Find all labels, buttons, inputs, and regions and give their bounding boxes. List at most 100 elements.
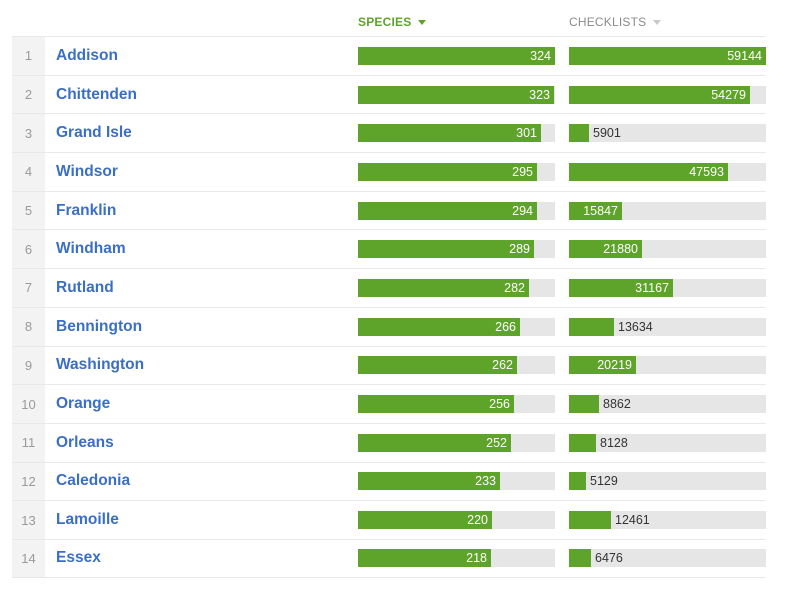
table-row: 8 Bennington 266 13634 bbox=[12, 306, 766, 346]
species-bar-fill bbox=[358, 240, 534, 259]
species-value: 289 bbox=[509, 242, 530, 257]
row-rank: 3 bbox=[12, 114, 45, 153]
county-link[interactable]: Windsor bbox=[56, 162, 118, 180]
table-row: 6 Windham 289 21880 bbox=[12, 229, 766, 269]
county-link[interactable]: Lamoille bbox=[56, 511, 119, 529]
species-bar-fill bbox=[358, 201, 537, 220]
table-row: 7 Rutland 282 31167 bbox=[12, 268, 766, 307]
table-body: 1 Addison 324 59144 2 Chittenden 323 54279 3 Gran… bbox=[12, 36, 766, 578]
species-bar: 233 bbox=[358, 472, 555, 491]
species-value: 256 bbox=[489, 397, 510, 412]
checklists-bar: 8862 bbox=[569, 395, 766, 414]
checklists-bar: 8128 bbox=[569, 433, 766, 452]
checklists-bar-fill bbox=[569, 549, 591, 568]
checklists-value: 5901 bbox=[593, 126, 621, 141]
species-bar-fill bbox=[358, 46, 555, 65]
checklists-bar: 47593 bbox=[569, 162, 766, 181]
county-link[interactable]: Washington bbox=[56, 356, 145, 374]
species-bar: 295 bbox=[358, 162, 555, 181]
species-bar: 256 bbox=[358, 395, 555, 414]
checklists-bar: 59144 bbox=[569, 46, 766, 65]
table-row: 5 Franklin 294 15847 bbox=[12, 190, 766, 230]
checklists-bar: 12461 bbox=[569, 511, 766, 530]
checklists-value: 6476 bbox=[595, 551, 623, 566]
checklists-value: 12461 bbox=[615, 513, 650, 528]
row-rank: 9 bbox=[12, 346, 45, 385]
species-bar-fill bbox=[358, 472, 500, 491]
checklists-value: 20219 bbox=[597, 358, 632, 373]
species-bar: 282 bbox=[358, 278, 555, 297]
row-rank: 6 bbox=[12, 230, 45, 269]
species-value: 252 bbox=[486, 435, 507, 450]
checklists-bar-fill bbox=[569, 356, 636, 375]
table-row: 13 Lamoille 220 12461 bbox=[12, 500, 766, 539]
table-header: SPECIES CHECKLISTS bbox=[0, 0, 786, 36]
species-sort-header[interactable]: SPECIES bbox=[358, 15, 427, 29]
county-link[interactable]: Bennington bbox=[56, 317, 143, 335]
county-link[interactable]: Caledonia bbox=[56, 472, 131, 490]
county-link[interactable]: Essex bbox=[56, 549, 101, 567]
species-bar-fill bbox=[358, 162, 537, 181]
row-rank: 8 bbox=[12, 307, 45, 346]
species-bar: 266 bbox=[358, 317, 555, 336]
county-link[interactable]: Orleans bbox=[56, 433, 114, 451]
checklists-value: 5129 bbox=[590, 474, 618, 489]
row-rank: 12 bbox=[12, 462, 45, 501]
checklists-bar: 5129 bbox=[569, 472, 766, 491]
checklists-bar: 31167 bbox=[569, 278, 766, 297]
checklists-bar-fill bbox=[569, 472, 586, 491]
species-bar-fill bbox=[358, 433, 511, 452]
checklists-value: 21880 bbox=[603, 242, 638, 257]
county-link[interactable]: Rutland bbox=[56, 278, 114, 296]
species-bar: 323 bbox=[358, 85, 555, 104]
species-bar-fill bbox=[358, 356, 517, 375]
sort-caret-down-icon bbox=[418, 20, 427, 25]
checklists-bar-fill bbox=[569, 85, 750, 104]
species-value: 323 bbox=[529, 87, 550, 102]
species-bar-fill bbox=[358, 549, 491, 568]
checklists-bar-fill bbox=[569, 201, 622, 220]
row-rank: 4 bbox=[12, 153, 45, 191]
species-value: 266 bbox=[495, 319, 516, 334]
checklists-bar-fill bbox=[569, 395, 599, 414]
checklists-bar-fill bbox=[569, 124, 589, 143]
species-value: 301 bbox=[516, 126, 537, 141]
checklists-bar-fill bbox=[569, 240, 642, 259]
checklists-bar-fill bbox=[569, 317, 614, 336]
county-link[interactable]: Chittenden bbox=[56, 85, 137, 103]
checklists-value: 8128 bbox=[600, 435, 628, 450]
species-bar-fill bbox=[358, 317, 520, 336]
checklists-sort-header[interactable]: CHECKLISTS bbox=[569, 15, 662, 29]
species-bar: 262 bbox=[358, 356, 555, 375]
checklists-bar-fill bbox=[569, 162, 728, 181]
checklists-bar: 15847 bbox=[569, 201, 766, 220]
row-rank: 13 bbox=[12, 501, 45, 539]
species-value: 262 bbox=[492, 358, 513, 373]
county-link[interactable]: Windham bbox=[56, 240, 126, 258]
table-row: 1 Addison 324 59144 bbox=[12, 36, 766, 75]
county-link[interactable]: Addison bbox=[56, 46, 118, 64]
checklists-value: 15847 bbox=[583, 203, 618, 218]
species-bar: 252 bbox=[358, 433, 555, 452]
county-link[interactable]: Grand Isle bbox=[56, 124, 132, 142]
checklists-header-label: CHECKLISTS bbox=[569, 15, 647, 29]
species-bar-fill bbox=[358, 124, 541, 143]
row-rank: 1 bbox=[12, 37, 45, 75]
table-row: 11 Orleans 252 8128 bbox=[12, 422, 766, 462]
county-link[interactable]: Orange bbox=[56, 395, 111, 413]
checklists-value: 31167 bbox=[635, 280, 669, 295]
species-value: 294 bbox=[512, 203, 533, 218]
checklists-bar: 20219 bbox=[569, 356, 766, 375]
county-link[interactable]: Franklin bbox=[56, 201, 117, 219]
checklists-bar: 6476 bbox=[569, 549, 766, 568]
checklists-bar: 54279 bbox=[569, 85, 766, 104]
checklists-bar: 13634 bbox=[569, 317, 766, 336]
checklists-bar-fill bbox=[569, 433, 596, 452]
checklists-value: 13634 bbox=[618, 319, 653, 334]
table-row: 10 Orange 256 8862 bbox=[12, 384, 766, 423]
checklists-value: 8862 bbox=[603, 397, 631, 412]
row-rank: 10 bbox=[12, 385, 45, 423]
species-value: 233 bbox=[475, 474, 496, 489]
species-value: 282 bbox=[504, 280, 525, 295]
